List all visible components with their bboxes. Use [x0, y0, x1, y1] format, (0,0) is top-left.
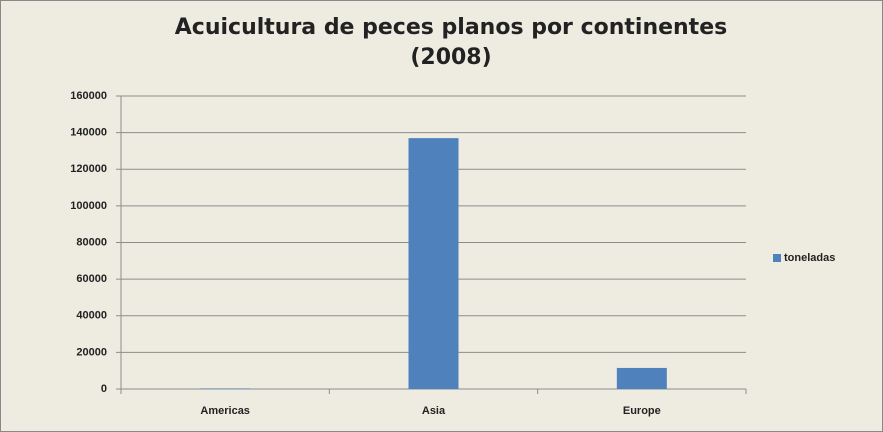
bar: [200, 388, 251, 389]
bar: [408, 138, 459, 389]
legend-swatch: [773, 254, 781, 262]
y-tick-label: 80000: [76, 236, 107, 248]
chart-title: Acuicultura de peces planos por continen…: [174, 15, 728, 70]
x-tick-label: Asia: [422, 405, 446, 417]
y-tick-label: 60000: [76, 273, 107, 285]
legend-label: toneladas: [784, 252, 835, 264]
y-tick-label: 20000: [76, 346, 107, 358]
y-tick-label: 100000: [70, 200, 107, 212]
y-tick-label: 0: [101, 383, 107, 395]
bar: [616, 367, 667, 389]
x-tick-label: Americas: [200, 405, 250, 417]
y-tick-label: 120000: [70, 163, 107, 175]
y-tick-label: 140000: [70, 127, 107, 139]
y-tick-label: 160000: [70, 90, 107, 102]
y-tick-label: 40000: [76, 310, 107, 322]
x-tick-label: Europe: [623, 405, 661, 417]
